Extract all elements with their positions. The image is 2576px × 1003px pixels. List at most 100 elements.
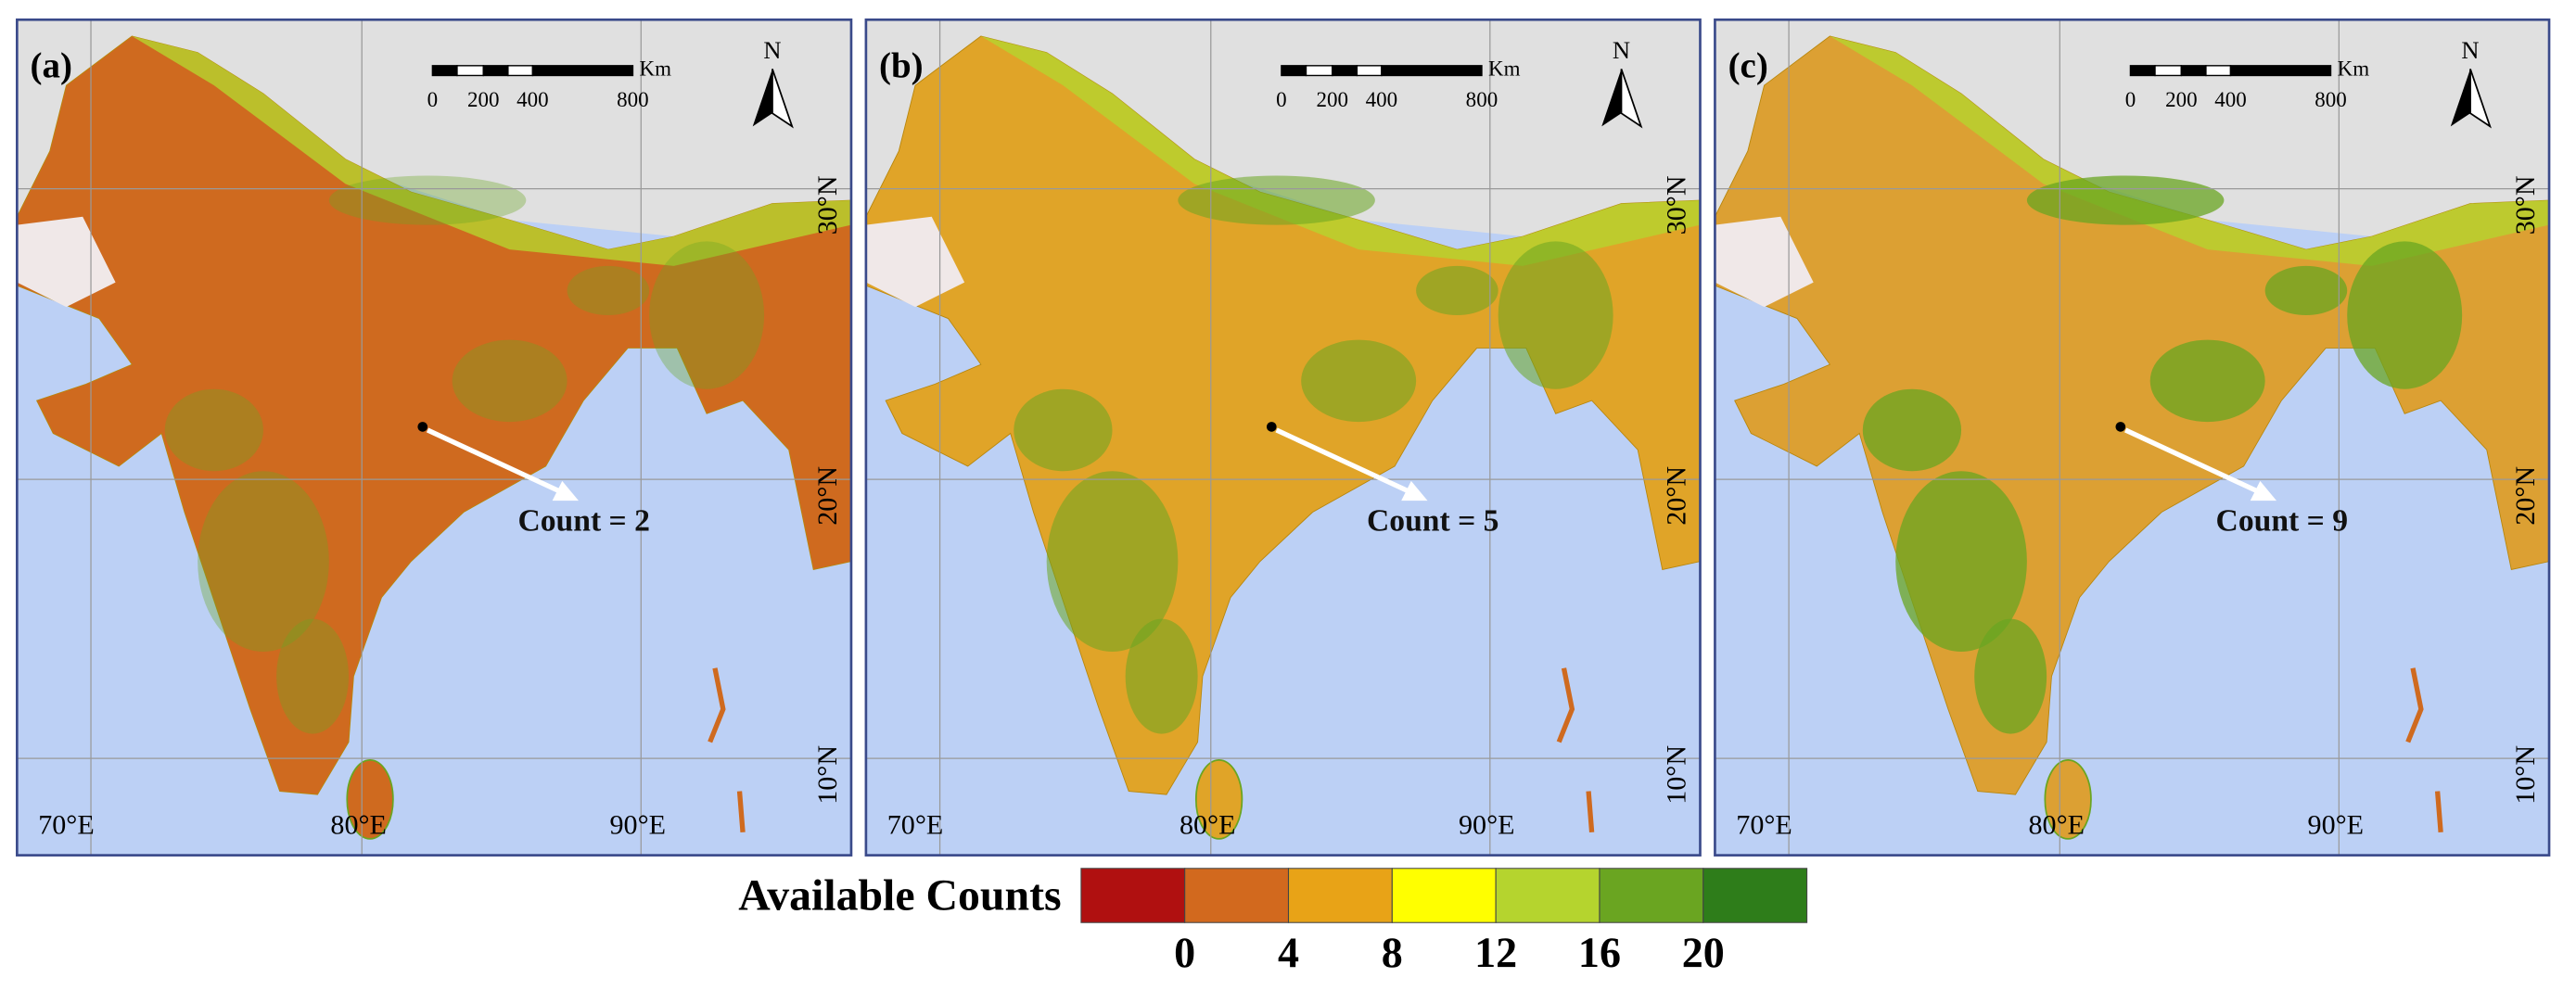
scale-label: 200 — [1317, 87, 1349, 111]
vegetation-patch — [2026, 175, 2225, 225]
legend-tick-label: 4 — [1278, 929, 1299, 976]
legend-tick-label: 20 — [1682, 929, 1725, 976]
vegetation-patch — [198, 471, 329, 653]
islands — [708, 667, 746, 833]
longitude-label: 80°E — [2029, 808, 2085, 840]
scale-segment — [507, 65, 534, 77]
panel-label: (b) — [879, 45, 924, 85]
scale-label: 800 — [1466, 87, 1498, 111]
legend-swatch — [1184, 868, 1290, 923]
north-label: N — [763, 36, 781, 64]
legend-swatch — [1080, 868, 1186, 923]
panel-frame — [864, 18, 1702, 857]
vegetation-patch — [1125, 618, 1198, 734]
latitude-label: 30°N — [811, 175, 843, 235]
legend-swatch — [1702, 868, 1808, 923]
scale-segment — [1281, 65, 1307, 77]
panel-frame — [1714, 18, 2551, 857]
vegetation-patch — [2149, 339, 2265, 423]
north-label: N — [2461, 36, 2479, 64]
scale-label: 800 — [617, 87, 649, 111]
vegetation-patch — [567, 265, 650, 316]
scale-unit: Km — [2338, 56, 2370, 80]
panel-frame — [16, 18, 853, 857]
legend-swatch — [1391, 868, 1497, 923]
latitude-label: 10°N — [1660, 745, 1691, 805]
legend: Available Counts 0 4 8 12 16 20 — [738, 868, 1808, 976]
scale-label: 200 — [2165, 87, 2198, 111]
legend-tick-label: 0 — [1174, 929, 1195, 976]
scale-label: 400 — [1366, 87, 1398, 111]
latitude-label: 30°N — [1660, 175, 1691, 235]
scale-segment — [1381, 65, 1483, 77]
scale-unit: Km — [1488, 56, 1521, 80]
himalaya-belt — [980, 35, 1701, 266]
scale-unit: Km — [640, 56, 672, 80]
latitude-label: 10°N — [811, 745, 843, 805]
scale-segment — [2180, 65, 2207, 77]
map-panel: (b) 0 200 400 800 Km N 30°N 20°N 10°N 70°E 80°E 90°E… — [864, 18, 1702, 857]
scale-segment — [531, 65, 634, 77]
vegetation-patch — [452, 339, 567, 423]
scale-label: 800 — [2315, 87, 2347, 111]
vegetation-patch — [328, 175, 527, 225]
vegetation-patch — [1014, 388, 1113, 472]
annotation-arrow — [426, 427, 564, 495]
legend-swatch — [1287, 868, 1393, 923]
scale-label: 0 — [427, 87, 439, 111]
sample-point — [417, 422, 428, 432]
north-arrow — [2469, 69, 2492, 129]
himalaya-belt — [1830, 35, 2550, 266]
north-label: N — [1613, 36, 1630, 64]
longitude-label: 80°E — [1180, 808, 1236, 840]
scale-label: 0 — [2125, 87, 2136, 111]
map-panel: (c) 0 200 400 800 Km N 30°N 20°N 10°N 70°E 80°E 90°E… — [1714, 18, 2551, 857]
legend-swatch — [1495, 868, 1600, 923]
count-annotation: Count = 5 — [1367, 504, 1498, 539]
map-panel: (a) 0 200 400 800 Km N 30°N 20°N 10°N 70°E 80°E 90°E… — [16, 18, 853, 857]
vegetation-patch — [1498, 241, 1613, 389]
longitude-label: 70°E — [38, 808, 95, 840]
legend-tick-label: 16 — [1578, 929, 1621, 976]
scale-label: 200 — [467, 87, 500, 111]
scale-label: 400 — [2214, 87, 2247, 111]
annotation-arrowhead — [552, 480, 579, 502]
vegetation-patch — [2264, 265, 2348, 316]
sri-lanka — [2044, 759, 2092, 840]
vegetation-patch — [1046, 471, 1179, 653]
scale-segment — [1305, 65, 1333, 77]
vegetation-patch — [164, 388, 263, 472]
vegetation-patch — [1862, 388, 1962, 472]
vegetation-patch — [2347, 241, 2463, 389]
annotation-arrowhead — [1401, 480, 1428, 502]
vegetation-patch — [1974, 618, 2047, 734]
count-annotation: Count = 2 — [517, 504, 649, 539]
scale-segment — [1332, 65, 1358, 77]
vegetation-patch — [1178, 175, 1375, 225]
legend-title: Available Counts — [738, 870, 1061, 920]
longitude-label: 80°E — [330, 808, 387, 840]
scale-segment — [2129, 65, 2156, 77]
count-annotation: Count = 9 — [2216, 504, 2348, 539]
latitude-label: 30°N — [2509, 175, 2541, 235]
panel-label: (a) — [31, 45, 72, 85]
latitude-label: 20°N — [811, 466, 843, 526]
sri-lanka — [346, 759, 394, 840]
scale-segment — [2205, 65, 2232, 77]
legend-tick-label: 8 — [1382, 929, 1403, 976]
longitude-label: 90°E — [1459, 808, 1515, 840]
north-arrow — [772, 69, 794, 129]
north-arrow — [2450, 69, 2471, 127]
scale-segment — [431, 65, 458, 77]
vegetation-patch — [1301, 339, 1417, 423]
panel-label: (c) — [1728, 45, 1768, 85]
latitude-label: 10°N — [2509, 745, 2541, 805]
scale-segment — [482, 65, 509, 77]
legend-tick-label: 12 — [1474, 929, 1517, 976]
scale-segment — [2229, 65, 2332, 77]
vegetation-patch — [1895, 471, 2027, 653]
scale-segment — [1356, 65, 1383, 77]
north-arrow — [1620, 69, 1643, 129]
